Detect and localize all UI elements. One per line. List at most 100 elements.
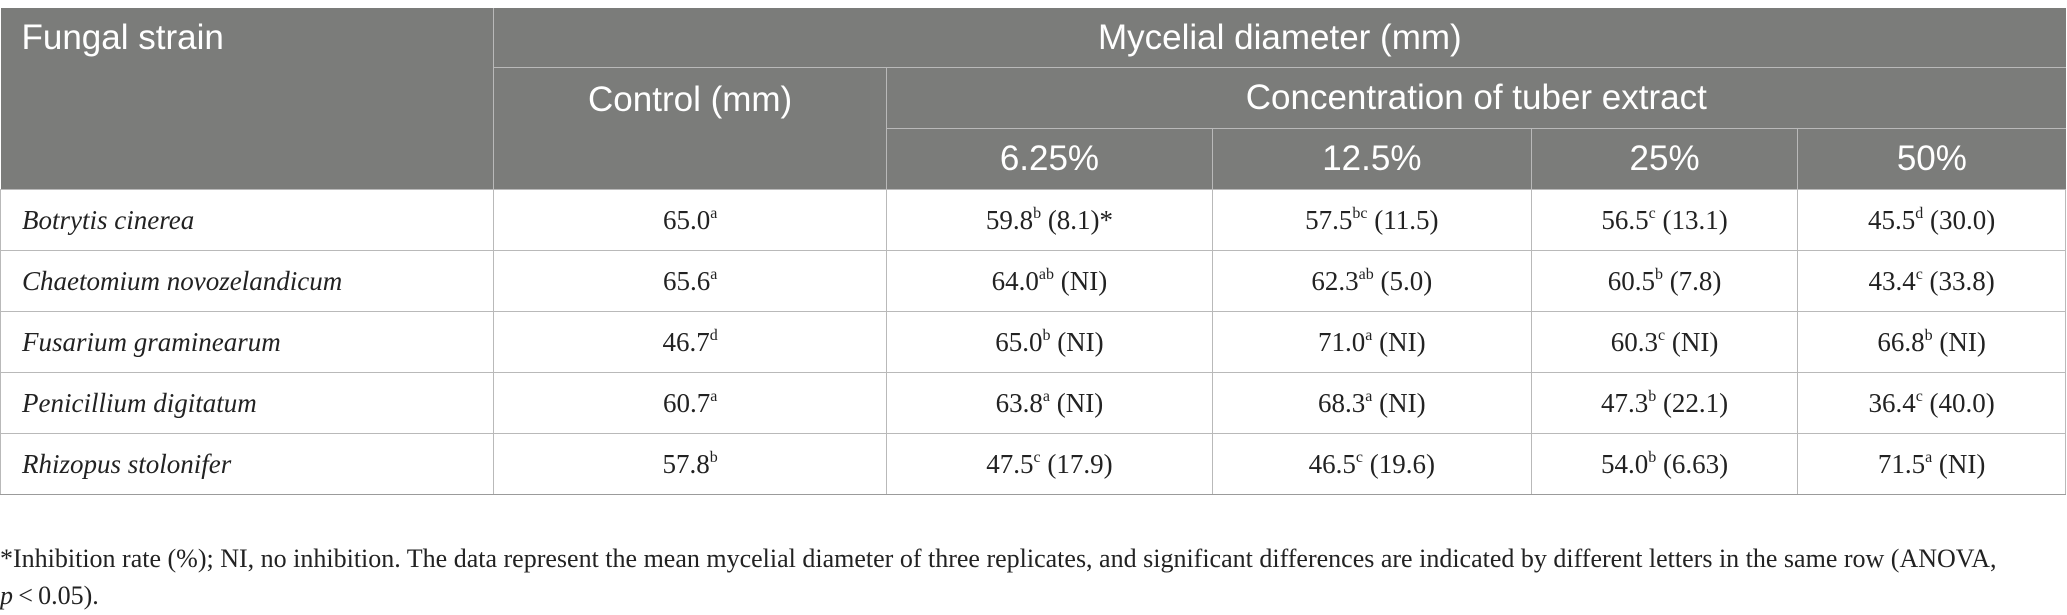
concentration-cell: 66.8b (NI)	[1797, 311, 2066, 373]
cell-value: 47.5	[986, 448, 1034, 479]
inhibition-rate: (33.8)	[1922, 265, 1995, 296]
table-body: Botrytis cinerea 65.0a 59.8b (8.1)* 57.5bc …	[0, 189, 2066, 495]
cell-value: 54.0	[1600, 448, 1649, 479]
concentration-cell: 57.5bc (11.5)	[1211, 189, 1532, 251]
cell-value: 68.3	[1318, 387, 1366, 418]
significance-letter: a	[1042, 387, 1050, 405]
table-row: Chaetomium novozelandicum 65.6a 64.0ab (NI…	[0, 250, 2066, 312]
header-conc-6-25: 6.25%	[886, 128, 1213, 190]
significance-letter: bc	[1352, 204, 1368, 222]
inhibition-rate: (NI)	[1050, 387, 1104, 418]
control-cell: 46.7d	[493, 311, 888, 373]
significance-letter: b	[1924, 326, 1933, 344]
concentration-cell: 65.0b (NI)	[886, 311, 1213, 373]
table-header: Fungal strain Mycelial diameter (mm) Con…	[0, 8, 2066, 190]
concentration-cell: 47.5c (17.9)	[886, 433, 1213, 495]
control-cell: 57.8b	[493, 433, 888, 495]
significance-letter: a	[1365, 387, 1373, 405]
header-fungal-strain: Fungal strain	[0, 8, 495, 190]
significance-letter: d	[709, 326, 718, 344]
cell-value: 62.3	[1311, 265, 1359, 296]
strain-name-cell: Rhizopus stolonifer	[0, 433, 495, 495]
concentration-cell: 56.5c (13.1)	[1530, 189, 1799, 251]
cell-value: 59.8	[985, 204, 1034, 235]
significance-letter: a	[710, 265, 718, 283]
cell-value: 60.7	[662, 387, 711, 418]
strain-name-cell: Penicillium digitatum	[0, 372, 495, 434]
table-row: Botrytis cinerea 65.0a 59.8b (8.1)* 57.5bc …	[0, 189, 2066, 251]
footnote-p-tail: < 0.05).	[13, 581, 99, 610]
footnote-text: *Inhibition rate (%); NI, no inhibition.…	[0, 544, 1997, 573]
inhibition-rate: (13.1)	[1655, 204, 1728, 235]
concentration-cell: 43.4c (33.8)	[1797, 250, 2066, 312]
concentration-cell: 46.5c (19.6)	[1211, 433, 1532, 495]
inhibition-rate: (30.0)	[1923, 204, 1996, 235]
results-table-wrapper: Fungal strain Mycelial diameter (mm) Con…	[0, 8, 2067, 610]
cell-value: 36.4	[1868, 387, 1916, 418]
significance-letter: c	[1915, 265, 1923, 283]
significance-letter: ab	[1038, 265, 1054, 283]
inhibition-rate: (8.1)*	[1041, 204, 1114, 235]
strain-name-cell: Botrytis cinerea	[0, 189, 495, 251]
control-cell: 65.6a	[493, 250, 888, 312]
inhibition-rate: (NI)	[1372, 326, 1426, 357]
cell-value: 60.3	[1610, 326, 1658, 357]
concentration-cell: 60.3c (NI)	[1530, 311, 1799, 373]
inhibition-rate: (5.0)	[1373, 265, 1433, 296]
cell-value: 65.0	[662, 204, 711, 235]
significance-letter: ab	[1358, 265, 1374, 283]
strain-name-cell: Chaetomium novozelandicum	[0, 250, 495, 312]
inhibition-rate: (NI)	[1050, 326, 1104, 357]
significance-letter: a	[1925, 448, 1933, 466]
significance-letter: c	[1915, 387, 1923, 405]
cell-value: 47.3	[1600, 387, 1649, 418]
header-conc-12-5: 12.5%	[1212, 128, 1532, 190]
significance-letter: b	[1648, 448, 1657, 466]
cell-value: 64.0	[991, 265, 1039, 296]
cell-value: 57.5	[1305, 204, 1353, 235]
cell-value: 66.8	[1877, 326, 1925, 357]
footnote-p-symbol: p	[0, 581, 13, 610]
concentration-cell: 59.8b (8.1)*	[886, 189, 1213, 251]
cell-value: 65.6	[662, 265, 711, 296]
cell-value: 43.4	[1868, 265, 1916, 296]
inhibition-rate: (40.0)	[1922, 387, 1995, 418]
header-conc-25: 25%	[1531, 128, 1799, 190]
significance-letter: c	[1648, 204, 1656, 222]
concentration-cell: 64.0ab (NI)	[886, 250, 1213, 312]
significance-letter: a	[1365, 326, 1373, 344]
cell-value: 45.5	[1868, 204, 1916, 235]
header-concentration: Concentration of tuber extract	[886, 67, 2066, 129]
significance-letter: b	[1648, 387, 1657, 405]
table-footnote: *Inhibition rate (%); NI, no inhibition.…	[0, 540, 2062, 614]
concentration-cell: 45.5d (30.0)	[1797, 189, 2066, 251]
cell-value: 71.0	[1318, 326, 1366, 357]
control-cell: 60.7a	[493, 372, 888, 434]
strain-name-cell: Fusarium graminearum	[0, 311, 495, 373]
cell-value: 63.8	[995, 387, 1043, 418]
concentration-cell: 68.3a (NI)	[1211, 372, 1532, 434]
cell-value: 65.0	[995, 326, 1043, 357]
concentration-cell: 47.3b (22.1)	[1530, 372, 1799, 434]
inhibition-rate: (NI)	[1665, 326, 1719, 357]
significance-letter: c	[1033, 448, 1041, 466]
concentration-cell: 63.8a (NI)	[886, 372, 1213, 434]
significance-letter: a	[710, 204, 718, 222]
significance-letter: b	[709, 448, 718, 466]
concentration-cell: 60.5b (7.8)	[1530, 250, 1799, 312]
inhibition-rate: (19.6)	[1363, 448, 1435, 479]
mycelial-diameter-table: Fungal strain Mycelial diameter (mm) Con…	[0, 8, 2066, 495]
concentration-cell: 54.0b (6.63)	[1530, 433, 1799, 495]
table-row: Penicillium digitatum 60.7a 63.8a (NI) 68.3…	[0, 372, 2066, 434]
inhibition-rate: (NI)	[1372, 387, 1426, 418]
inhibition-rate: (22.1)	[1656, 387, 1729, 418]
significance-letter: b	[1654, 265, 1663, 283]
significance-letter: a	[710, 387, 718, 405]
table-row: Rhizopus stolonifer 57.8b 47.5c (17.9) 46.5…	[0, 433, 2066, 495]
concentration-cell: 71.5a (NI)	[1797, 433, 2066, 495]
cell-value: 60.5	[1607, 265, 1655, 296]
inhibition-rate: (NI)	[1932, 326, 1986, 357]
cell-value: 56.5	[1601, 204, 1649, 235]
inhibition-rate: (7.8)	[1662, 265, 1722, 296]
inhibition-rate: (11.5)	[1367, 204, 1439, 235]
